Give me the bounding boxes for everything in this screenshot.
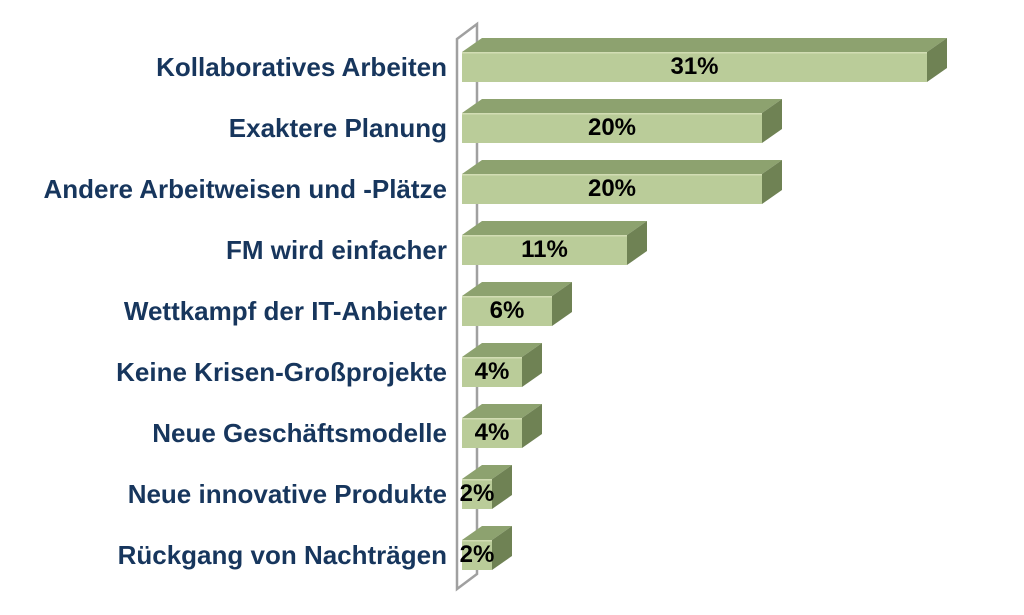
- bar-front-face: [462, 52, 927, 82]
- bar-3d: [462, 160, 782, 204]
- axis-wall-outline: [455, 21, 479, 592]
- value-label: 2%: [459, 541, 495, 568]
- bar-3d: [462, 38, 947, 82]
- value-label: 4%: [474, 419, 510, 446]
- bar-side-face: [762, 99, 782, 143]
- value-label: 6%: [489, 297, 525, 324]
- bar-top-face: [462, 38, 947, 52]
- category-label: Keine Krisen-Großprojekte: [116, 357, 447, 387]
- category-label: Andere Arbeitweisen und -Plätze: [43, 174, 447, 204]
- bar-side-face: [552, 282, 572, 326]
- bar-side-face: [492, 526, 512, 570]
- value-label: 20%: [587, 114, 637, 141]
- bar-front-face: [462, 418, 522, 448]
- bar-top-face: [462, 404, 542, 418]
- bar-3d: [462, 526, 512, 570]
- value-label: 2%: [459, 480, 495, 507]
- bar-side-face: [492, 465, 512, 509]
- bar-top-face: [462, 465, 512, 479]
- bar-3d: [462, 404, 542, 448]
- category-label: Kollaboratives Arbeiten: [156, 52, 447, 82]
- bar-front-face: [462, 235, 627, 265]
- bar-side-face: [522, 343, 542, 387]
- bar-top-face: [462, 160, 782, 174]
- bar-front-face: [462, 113, 762, 143]
- bar-top-face: [462, 99, 782, 113]
- bar-side-face: [627, 221, 647, 265]
- bar-3d: [462, 282, 572, 326]
- bar-front-face: [462, 479, 492, 509]
- bar-3d: [462, 343, 542, 387]
- category-label: Wettkampf der IT-Anbieter: [123, 296, 447, 326]
- bar-top-face: [462, 343, 542, 357]
- bar-side-face: [927, 38, 947, 82]
- value-label: 11%: [521, 236, 568, 263]
- bar-front-face: [462, 540, 492, 570]
- bar-3d: [462, 99, 782, 143]
- category-label: Neue Geschäftsmodelle: [152, 418, 447, 448]
- bar-top-face: [462, 282, 572, 296]
- bar-3d: [462, 465, 512, 509]
- bar-front-face: [462, 296, 552, 326]
- category-label: FM wird einfacher: [225, 235, 447, 265]
- bar-top-face: [462, 221, 647, 235]
- bar-front-face: [462, 174, 762, 204]
- value-label: 20%: [587, 175, 637, 202]
- bar-front-face: [462, 357, 522, 387]
- bar-3d: [462, 221, 647, 265]
- value-label: 4%: [474, 358, 510, 385]
- category-label: Exaktere Planung: [228, 113, 447, 143]
- bar-side-face: [522, 404, 542, 448]
- value-label: 31%: [670, 53, 719, 80]
- bar-top-face: [462, 526, 512, 540]
- bar-side-face: [762, 160, 782, 204]
- category-label: Neue innovative Produkte: [127, 479, 447, 509]
- category-label: Rückgang von Nachträgen: [117, 540, 447, 570]
